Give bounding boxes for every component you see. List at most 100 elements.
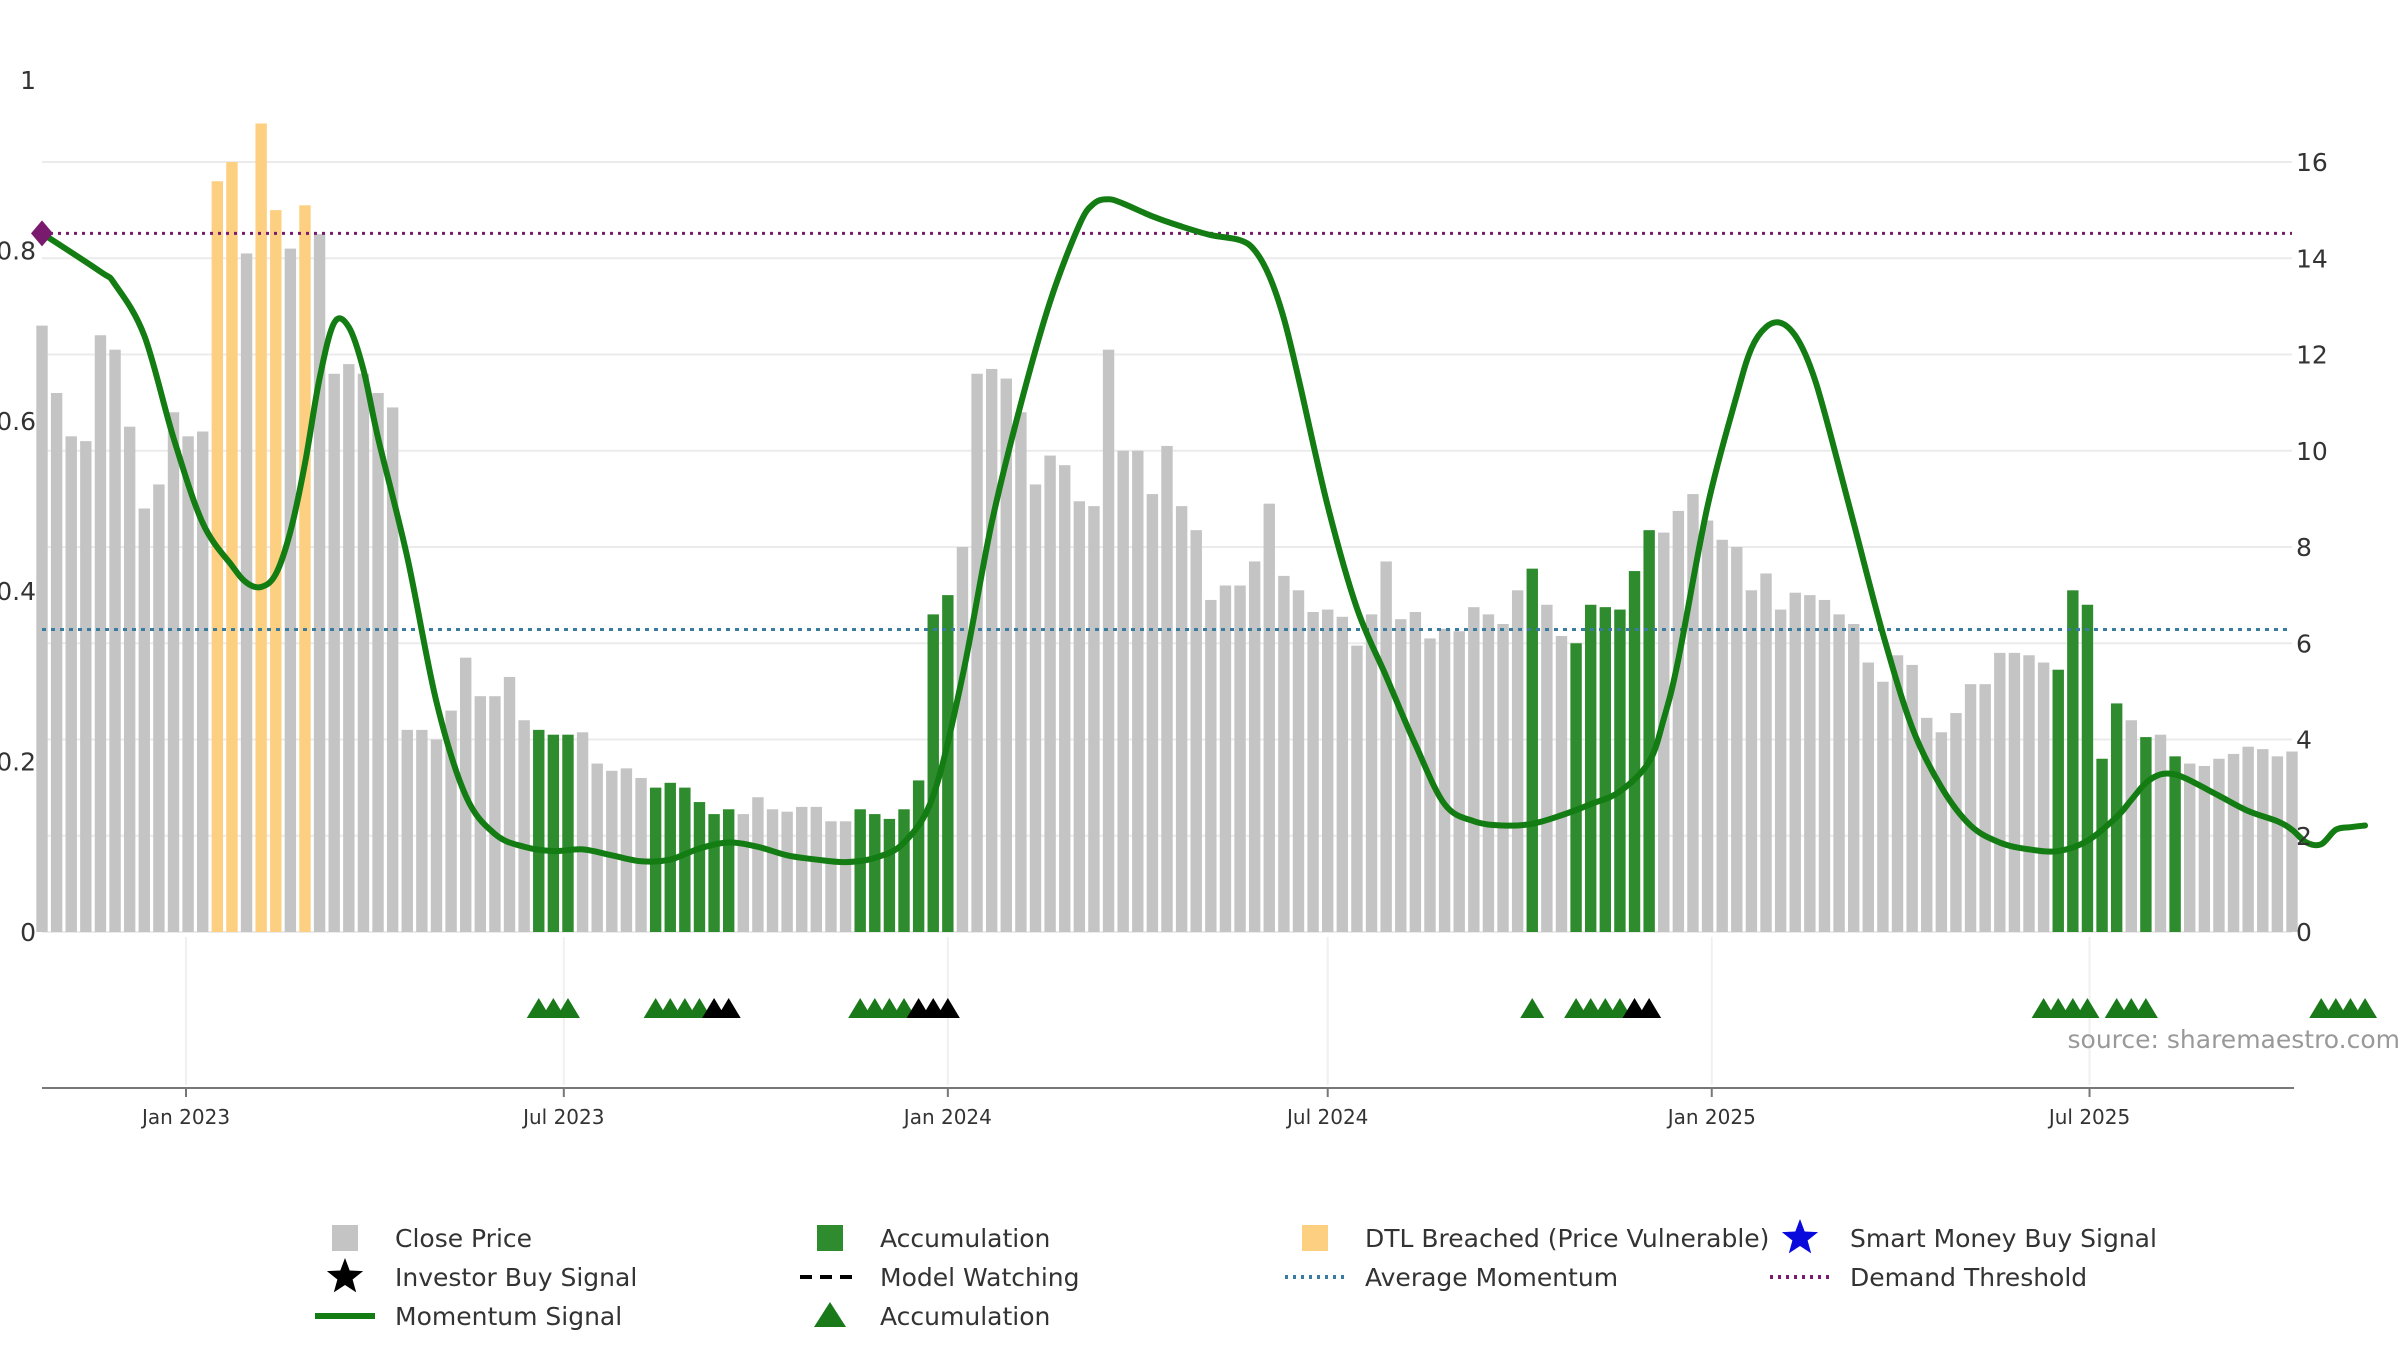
- close-price-bar: [1395, 619, 1407, 932]
- legend-label: Momentum Signal: [395, 1302, 622, 1331]
- x-tick-label: Jan 2025: [1666, 1105, 1756, 1129]
- accumulation-bar: [1628, 571, 1641, 932]
- close-price-bar: [2286, 751, 2298, 932]
- accumulation-marker: [2133, 998, 2158, 1018]
- close-price-bar: [240, 253, 253, 932]
- dtl-breached-bar: [299, 205, 311, 932]
- close-price-bar: [1278, 575, 1290, 932]
- close-price-bar: [1862, 662, 1874, 932]
- close-price-bar: [2227, 753, 2240, 932]
- close-price-bar: [1059, 465, 1071, 932]
- legend-label: DTL Breached (Price Vulnerable): [1365, 1224, 1769, 1253]
- close-price-bar: [1102, 349, 1115, 932]
- legend-label: Average Momentum: [1365, 1263, 1618, 1292]
- close-price-bar: [313, 234, 326, 932]
- close-price-bar: [182, 436, 194, 932]
- close-price-bar: [1351, 645, 1363, 932]
- close-price-bar: [94, 335, 107, 932]
- close-price-bar: [65, 436, 77, 932]
- close-price-bar: [401, 729, 413, 932]
- close-price-bar: [1833, 614, 1845, 932]
- close-price-bar: [1760, 573, 1772, 932]
- close-price-bar: [2008, 652, 2021, 932]
- legend-label: Smart Money Buy Signal: [1850, 1224, 2157, 1253]
- close-price-bar: [1555, 636, 1568, 932]
- close-price-bar: [1073, 501, 1086, 932]
- close-price-bar: [1248, 561, 1261, 932]
- accumulation-bar: [898, 809, 910, 932]
- close-price-bar: [1380, 561, 1392, 932]
- close-price-bar: [1365, 614, 1378, 932]
- accumulation-marker: [2353, 998, 2378, 1018]
- right-tick-label: 12: [2296, 341, 2328, 370]
- accumulation-bar: [869, 814, 881, 932]
- right-tick-label: 14: [2296, 244, 2328, 273]
- star-icon: [1781, 1219, 1819, 1254]
- legend-item: Accumulation: [814, 1302, 1050, 1331]
- x-tick-label: Jul 2023: [521, 1105, 604, 1129]
- x-tick-label: Jan 2024: [902, 1105, 992, 1129]
- close-price-bar: [1292, 590, 1305, 932]
- accumulation-bar: [1599, 607, 1612, 932]
- right-tick-label: 4: [2296, 726, 2312, 755]
- close-price-bar: [50, 393, 63, 932]
- legend-label: Model Watching: [880, 1263, 1080, 1292]
- close-price-bar: [2198, 765, 2211, 932]
- accumulation-bar: [679, 787, 691, 932]
- close-price-bar: [284, 248, 297, 932]
- accumulation-bar: [942, 595, 954, 932]
- legend: Close Price Accumulation DTL Breached (Pri…: [315, 1219, 2157, 1331]
- close-price-bar: [620, 768, 633, 932]
- accumulation-bar: [2096, 758, 2108, 932]
- legend-label: Close Price: [395, 1224, 532, 1253]
- watermark: source: sharemaestro.com: [2068, 1025, 2400, 1054]
- close-price-bar: [1950, 713, 1962, 932]
- close-price-bar: [1818, 599, 1831, 932]
- close-price-bar: [430, 739, 443, 932]
- left-tick-label: 0.8: [0, 236, 36, 265]
- close-price-bar: [167, 412, 180, 932]
- close-price-bar: [197, 431, 209, 932]
- close-price-bar: [752, 797, 764, 932]
- close-price-bar: [737, 814, 749, 932]
- close-price-bar: [1409, 611, 1422, 932]
- close-price-bar: [1745, 590, 1758, 932]
- accumulation-bar: [883, 818, 896, 932]
- close-price-bar: [1205, 599, 1217, 932]
- legend-item: Investor Buy Signal: [326, 1258, 637, 1293]
- close-price-bar: [1731, 547, 1743, 932]
- close-price-bar: [796, 806, 808, 932]
- close-price-bar: [1994, 652, 2006, 932]
- accumulation-bar: [1614, 609, 1626, 932]
- accumulation-bar: [2169, 756, 2181, 932]
- x-tick-label: Jul 2025: [2047, 1105, 2130, 1129]
- close-price-bar: [1322, 609, 1334, 932]
- close-price-bar: [503, 676, 516, 932]
- close-price-bar: [1921, 717, 1933, 932]
- left-tick-label: 0.6: [0, 407, 36, 436]
- left-tick-label: 0.4: [0, 577, 36, 606]
- close-price-bar: [810, 806, 823, 932]
- close-price-bar: [1774, 609, 1787, 932]
- close-price-bar: [1336, 616, 1349, 932]
- legend-label: Accumulation: [880, 1224, 1050, 1253]
- close-price-bar: [2037, 662, 2050, 932]
- bars: [36, 123, 2298, 932]
- close-price-bar: [2257, 749, 2269, 932]
- close-price-bar: [1307, 611, 1319, 932]
- close-price-bar: [1132, 450, 1144, 932]
- close-price-bar: [985, 368, 998, 932]
- close-price-bar: [1263, 503, 1275, 932]
- close-price-bar: [343, 364, 355, 932]
- close-price-bar: [2242, 746, 2254, 932]
- close-price-bar: [357, 373, 370, 932]
- close-price-bar: [138, 508, 150, 932]
- legend-item: Momentum Signal: [315, 1302, 622, 1331]
- accumulation-bar: [854, 809, 866, 932]
- close-price-bar: [1804, 595, 1816, 932]
- close-price-bar: [1716, 539, 1728, 932]
- close-price-bar: [372, 393, 384, 932]
- investor-buy-marker: [1637, 998, 1662, 1018]
- right-tick-label: 6: [2296, 629, 2312, 658]
- close-price-bar: [123, 426, 136, 932]
